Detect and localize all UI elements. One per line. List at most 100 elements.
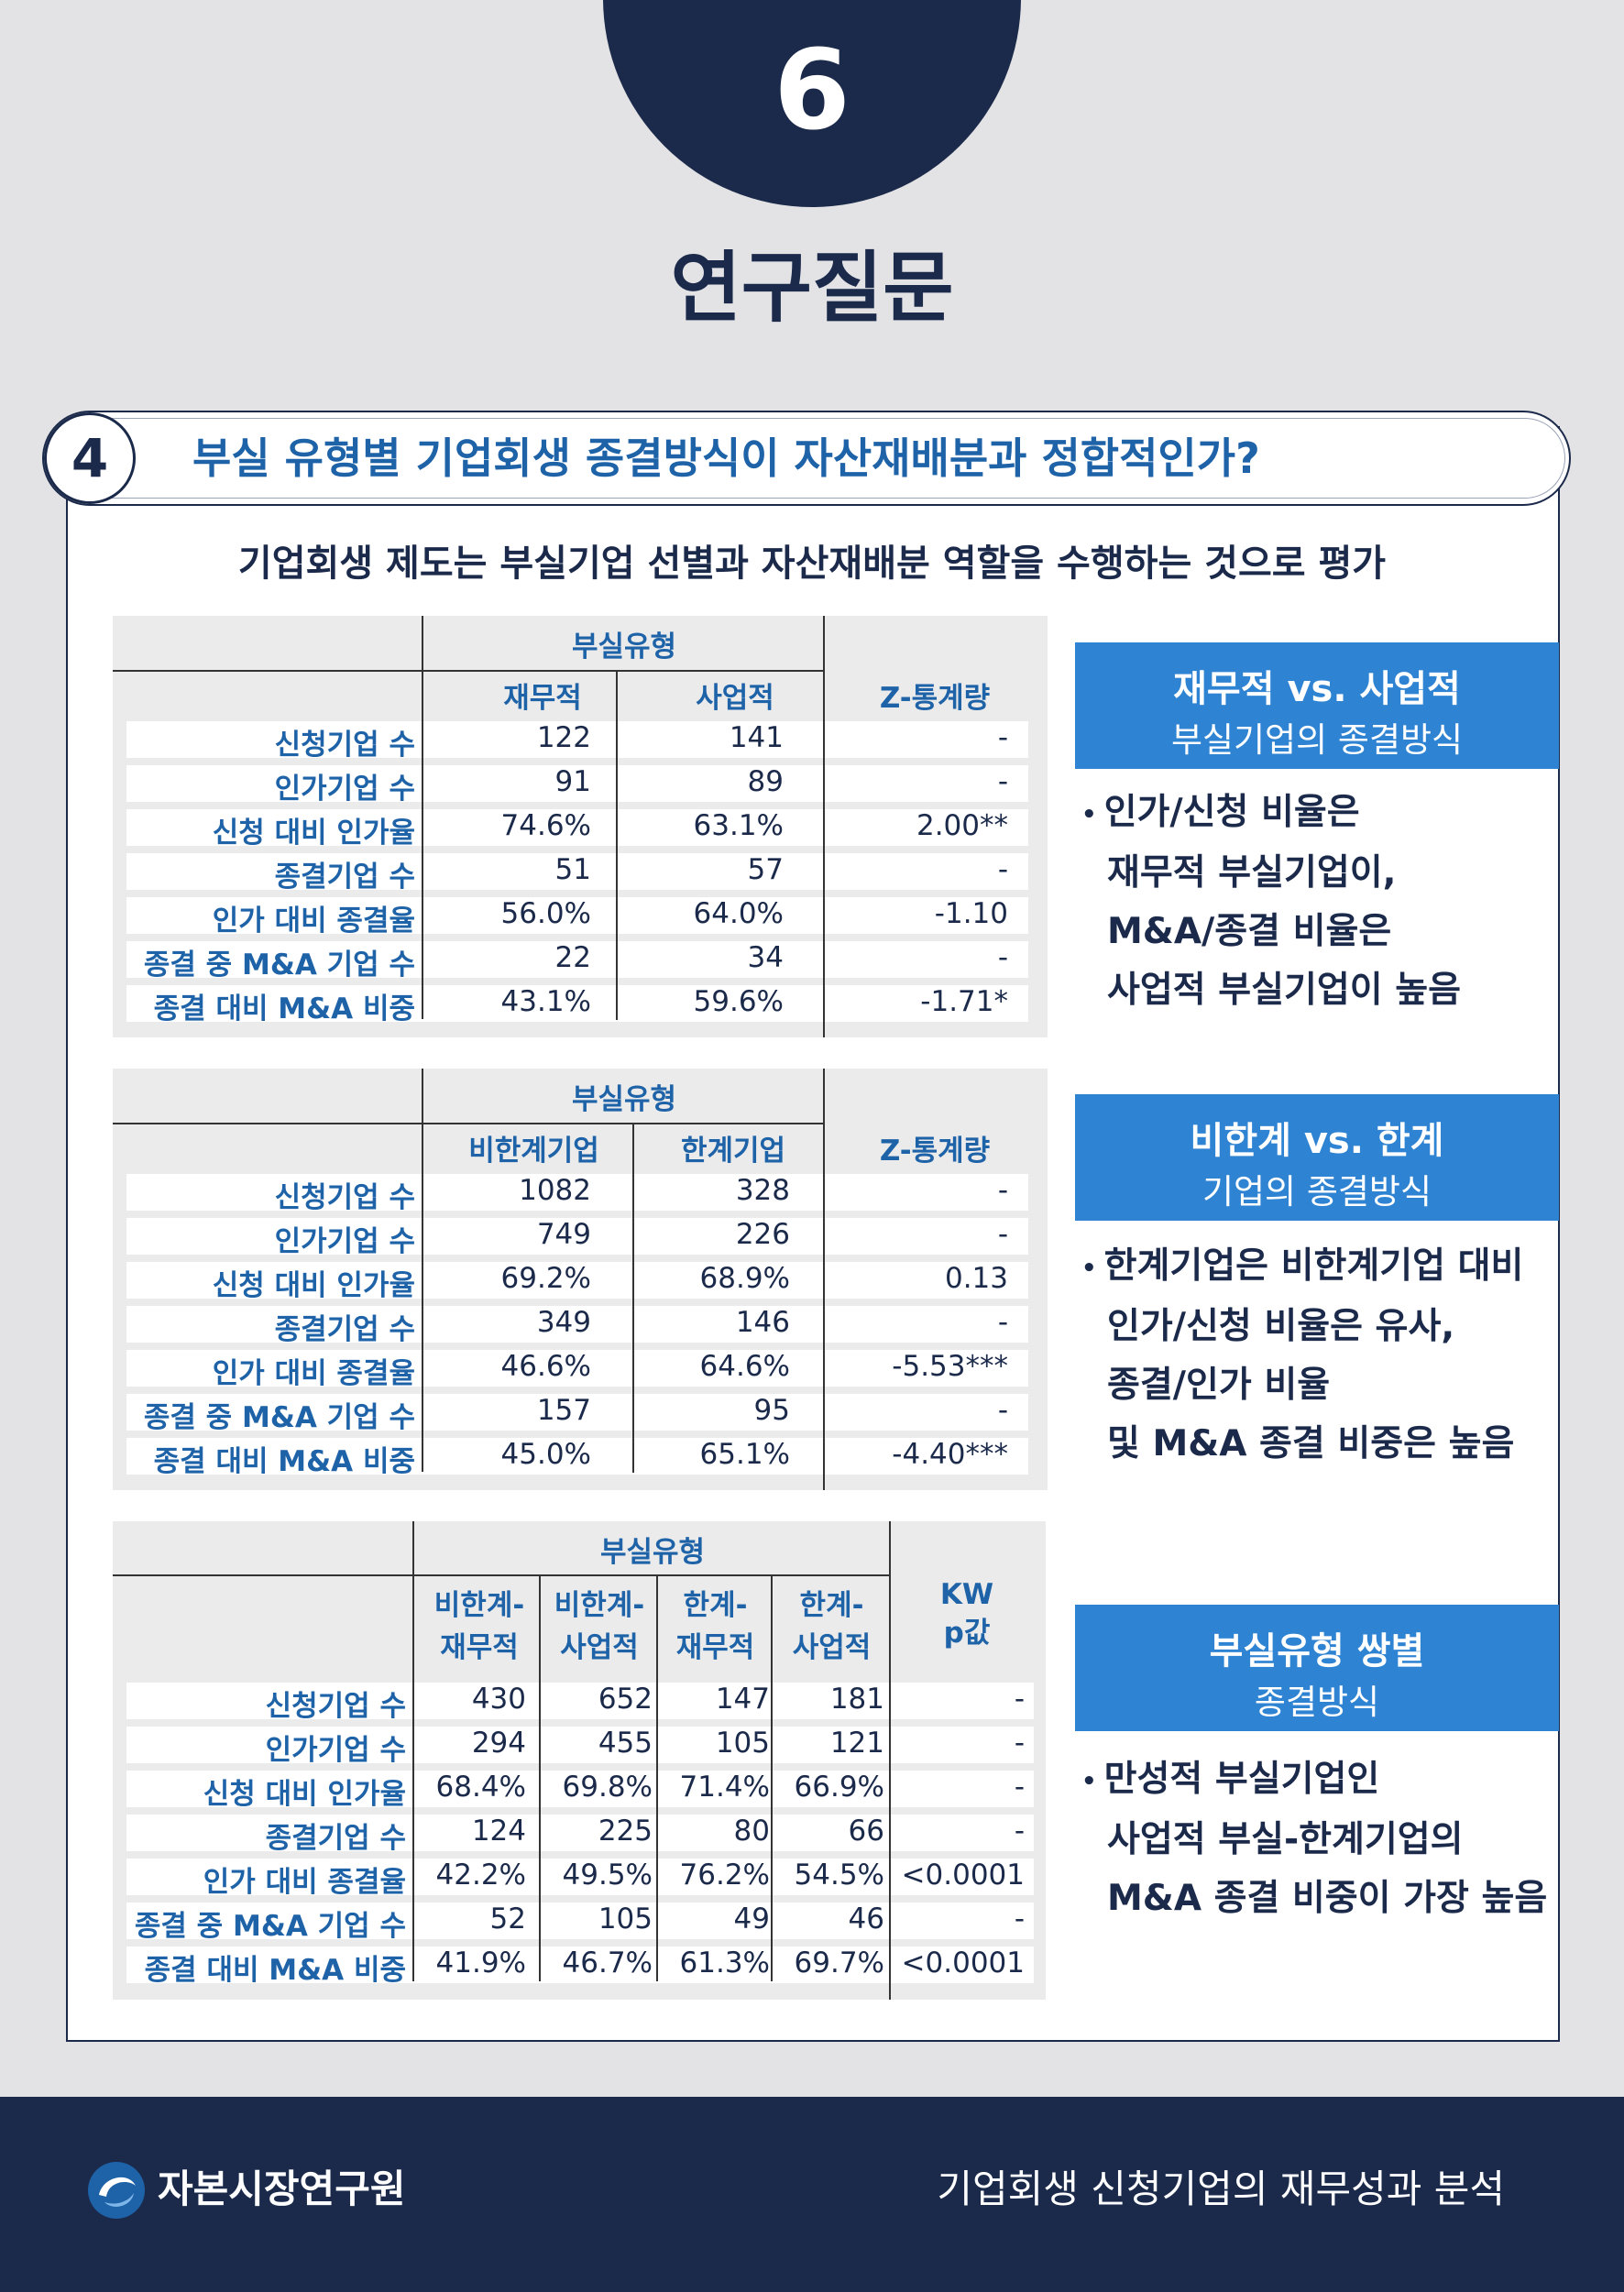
- table3-cell-p: -: [1014, 1903, 1025, 1936]
- table3-row-label: 신청 대비 인가율: [203, 1778, 406, 1811]
- table3-cell: 294: [471, 1727, 526, 1760]
- table2-cell-a: 1082: [519, 1174, 591, 1207]
- table1-cell-a: 22: [554, 941, 591, 974]
- table2-cell-a: 46.6%: [500, 1350, 591, 1383]
- table2-row-label: 인가 대비 종결율: [212, 1357, 415, 1390]
- table1-cell-a: 91: [554, 765, 591, 798]
- table2-col2-header: 한계기업: [680, 1135, 786, 1168]
- table2-cell-a: 749: [536, 1218, 591, 1251]
- table2-cell-z: -: [997, 1306, 1008, 1339]
- table2-row-label: 종결 중 M&A 기업 수: [143, 1401, 415, 1434]
- table3-cell: 49: [733, 1903, 770, 1936]
- table3-cell: 430: [471, 1683, 526, 1716]
- side2-line: 및 M&A 종결 비중은 높음: [1107, 1422, 1515, 1464]
- table3-divider-stat: [889, 1521, 891, 2000]
- table3-cell-p: <0.0001: [901, 1859, 1025, 1892]
- footer: [0, 2097, 1624, 2292]
- table1-row: [126, 897, 1028, 934]
- side2-header: 비한계 vs. 한계 기업의 종결방식: [1075, 1094, 1559, 1221]
- side1-line: M&A/종결 비율은: [1107, 910, 1392, 952]
- side2-subtitle: 기업의 종결방식: [1202, 1172, 1432, 1212]
- table3-cell: 181: [829, 1683, 884, 1716]
- table3-col-header-line2: 사업적: [792, 1631, 872, 1664]
- side3-line: • 만성적 부실기업인: [1081, 1759, 1380, 1800]
- table3-stat-header-line1: KW: [939, 1578, 994, 1611]
- table3-cell-p: -: [1014, 1815, 1025, 1848]
- table1-cell-z: -: [997, 853, 1008, 886]
- table1-cell-z: -: [997, 765, 1008, 798]
- table3-cell: 66.9%: [794, 1771, 884, 1804]
- bullet-dot-icon: •: [1081, 1254, 1097, 1282]
- table1-cell-a: 56.0%: [500, 897, 591, 930]
- table3-col-header-line1: 한계-: [683, 1589, 748, 1622]
- table2-row: [126, 1438, 1028, 1475]
- table3-row-label: 종결기업 수: [265, 1822, 406, 1855]
- table3-col-header-line2: 사업적: [560, 1631, 639, 1664]
- page-title: 연구질문: [670, 243, 954, 333]
- table2-row-label: 인가기업 수: [274, 1225, 415, 1258]
- table1-row-label: 인가기업 수: [274, 773, 415, 806]
- table1-col2-header: 사업적: [696, 682, 774, 715]
- table1-cell-z: -1.10: [934, 897, 1008, 930]
- table2-header-rule: [113, 1123, 825, 1124]
- org-logo-icon: [88, 2162, 145, 2219]
- report-title: 기업회생 신청기업의 재무성과 분석: [937, 2166, 1505, 2211]
- table3-row: [126, 1947, 1034, 1983]
- side3-line: M&A 종결 비중이 가장 높음: [1107, 1877, 1548, 1919]
- table3-cell: 71.4%: [679, 1771, 770, 1804]
- table3-row-label: 신청기업 수: [265, 1690, 406, 1723]
- table3-divider-c1: [539, 1576, 541, 1981]
- bullet-dot-icon: •: [1081, 800, 1097, 828]
- table3-row-label: 종결 대비 M&A 비중: [144, 1954, 406, 1987]
- question-number: 4: [44, 412, 136, 504]
- table1-cell-b: 63.1%: [693, 809, 784, 842]
- bullet-dot-icon: •: [1081, 1767, 1097, 1795]
- table1-row-label: 신청기업 수: [274, 729, 415, 762]
- table1-group-header: 부실유형: [571, 631, 677, 663]
- table3-row-label: 종결 중 M&A 기업 수: [134, 1910, 406, 1943]
- table2-row: [126, 1306, 1028, 1343]
- table3-cell: 124: [471, 1815, 526, 1848]
- table1-cell-b: 59.6%: [693, 985, 784, 1018]
- table2-divider-stat: [823, 1069, 825, 1490]
- table2-cell-a: 45.0%: [500, 1438, 591, 1471]
- table3-cell: 68.4%: [435, 1771, 526, 1804]
- table1-divider-stat: [823, 616, 825, 1037]
- table3-cell: 121: [829, 1727, 884, 1760]
- table2-cell-b: 226: [735, 1218, 790, 1251]
- table1-cell-b: 64.0%: [693, 897, 784, 930]
- table1-cell-z: -1.71*: [920, 985, 1008, 1018]
- table3-cell: 80: [733, 1815, 770, 1848]
- table3-cell-p: <0.0001: [901, 1947, 1025, 1979]
- side3-title: 부실유형 쌍별: [1209, 1630, 1425, 1672]
- table3-divider-c3: [771, 1576, 773, 1981]
- table3-cell: 42.2%: [435, 1859, 526, 1892]
- table2-cell-z: -5.53***: [892, 1350, 1008, 1383]
- table1-cell-z: -: [997, 721, 1008, 754]
- table2-row-label: 종결기업 수: [274, 1313, 415, 1346]
- table3-cell: 105: [715, 1727, 770, 1760]
- table2-cell-z: -: [997, 1174, 1008, 1207]
- table1-cell-b: 34: [747, 941, 784, 974]
- side1-line: 사업적 부실기업이 높음: [1107, 969, 1461, 1011]
- table3-row-label: 인가 대비 종결율: [203, 1866, 406, 1899]
- table3-stat-header-line2: p값: [943, 1617, 991, 1650]
- table2-row: [126, 1174, 1028, 1211]
- table1-stat-header: Z-통계량: [879, 682, 991, 715]
- table3-cell: 76.2%: [679, 1859, 770, 1892]
- table2-cell-b: 65.1%: [699, 1438, 790, 1471]
- table3-cell: 105: [598, 1903, 653, 1936]
- table3-cell: 652: [598, 1683, 653, 1716]
- side1-line: 재무적 부실기업이,: [1107, 851, 1397, 894]
- table3-row: [126, 1683, 1034, 1719]
- table2-cell-b: 64.6%: [699, 1350, 790, 1383]
- table2-cell-b: 68.9%: [699, 1262, 790, 1295]
- table2-stat-header: Z-통계량: [879, 1135, 991, 1168]
- question-text: 부실 유형별 기업회생 종결방식이 자산재배분과 정합적인가?: [192, 433, 1260, 483]
- table3-row: [126, 1903, 1034, 1939]
- table1-divider-label: [422, 616, 423, 1019]
- table3-cell: 46: [848, 1903, 884, 1936]
- table1-row-label: 종결 중 M&A 기업 수: [143, 949, 415, 982]
- org-name: 자본시장연구원: [158, 2166, 406, 2211]
- table2-col1-header: 비한계기업: [468, 1135, 599, 1168]
